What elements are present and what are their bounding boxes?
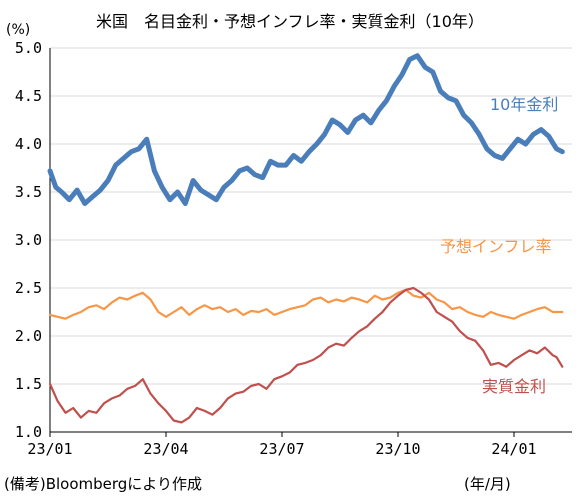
chart-title: 米国 名目金利・予想インフレ率・実質金利（10年） xyxy=(96,12,484,31)
x-tick-label: 24/01 xyxy=(491,440,536,458)
series-label-2: 予想インフレ率 xyxy=(440,237,552,256)
series-lines xyxy=(47,53,565,424)
y-tick-label: 2.0 xyxy=(15,327,42,345)
series-label-3: 実質金利 xyxy=(482,377,546,396)
y-tick-label: 4.5 xyxy=(15,87,42,105)
x-tick-label: 23/01 xyxy=(27,440,72,458)
y-tick-label: 4.0 xyxy=(15,135,42,153)
series-line-2 xyxy=(48,288,564,320)
series-line-1 xyxy=(47,53,565,206)
series-label-1: 10年金利 xyxy=(490,95,558,114)
x-tick-label: 23/04 xyxy=(143,440,188,458)
series-line-3 xyxy=(48,286,564,424)
y-tick-label: 1.5 xyxy=(15,375,42,393)
y-tick-label: 3.0 xyxy=(15,231,42,249)
source-note: (備考)Bloombergにより作成 xyxy=(4,475,203,493)
y-axis-unit: (%) xyxy=(6,22,31,38)
y-tick-label: 2.5 xyxy=(15,279,42,297)
x-tick-label: 23/07 xyxy=(259,440,304,458)
y-tick-label: 3.5 xyxy=(15,183,42,201)
axes: 1.0 1.5 2.0 2.5 3.0 3.5 4.0 4.5 5.0 23/01 23/04 23/… xyxy=(15,39,572,458)
y-tick-label: 1.0 xyxy=(15,423,42,441)
y-tick-label: 5.0 xyxy=(15,39,42,57)
x-tick-label: 23/10 xyxy=(375,440,420,458)
x-axis-unit: (年/月) xyxy=(464,475,511,493)
